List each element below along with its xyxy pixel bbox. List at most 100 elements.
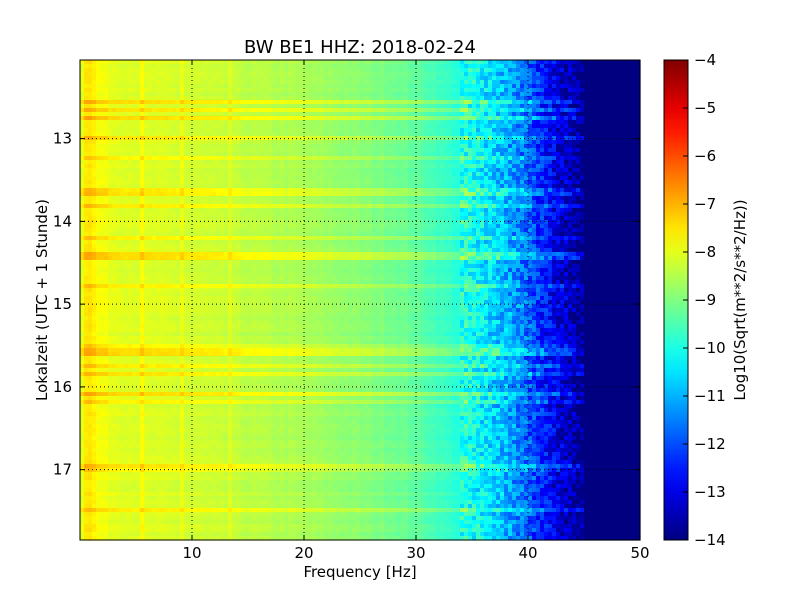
heatmap-cell — [436, 144, 441, 149]
heatmap-cell — [496, 108, 501, 113]
heatmap-cell — [556, 160, 561, 165]
heatmap-cell — [352, 140, 357, 145]
heatmap-cell — [228, 76, 233, 81]
heatmap-cell — [208, 176, 213, 181]
heatmap-cell — [572, 100, 577, 105]
heatmap-cell — [364, 192, 369, 197]
heatmap-cell — [408, 76, 413, 81]
heatmap-cell — [336, 84, 341, 89]
heatmap-cell — [364, 108, 369, 113]
heatmap-cell — [328, 96, 333, 101]
heatmap-cell — [148, 128, 153, 133]
heatmap-cell — [288, 192, 293, 197]
heatmap-cell — [316, 132, 321, 137]
heatmap-cell — [164, 184, 169, 189]
heatmap-cell — [120, 92, 125, 97]
heatmap-cell — [300, 148, 305, 153]
heatmap-cell — [372, 188, 377, 193]
heatmap-cell — [548, 104, 553, 109]
heatmap-cell — [624, 124, 629, 129]
heatmap-cell — [152, 68, 157, 73]
heatmap-cell — [264, 164, 269, 169]
heatmap-cell — [300, 124, 305, 129]
heatmap-cell — [388, 140, 393, 145]
heatmap-cell — [540, 160, 545, 165]
heatmap-cell — [528, 196, 533, 201]
heatmap-cell — [580, 196, 585, 201]
heatmap-cell — [384, 100, 389, 105]
heatmap-cell — [412, 84, 417, 89]
heatmap-cell — [332, 192, 337, 197]
heatmap-cell — [356, 164, 361, 169]
heatmap-cell — [612, 148, 617, 153]
heatmap-cell — [356, 68, 361, 73]
heatmap-cell — [572, 88, 577, 93]
heatmap-cell — [604, 116, 609, 121]
heatmap-cell — [484, 172, 489, 177]
heatmap-cell — [344, 168, 349, 173]
heatmap-cell — [336, 120, 341, 125]
heatmap-cell — [236, 200, 241, 205]
heatmap-cell — [500, 192, 505, 197]
heatmap-cell — [84, 80, 89, 85]
heatmap-cell — [268, 156, 273, 161]
heatmap-cell — [328, 116, 333, 121]
heatmap-cell — [124, 92, 129, 97]
heatmap-cell — [84, 128, 89, 133]
heatmap-cell — [148, 96, 153, 101]
heatmap-cell — [200, 72, 205, 77]
heatmap-cell — [596, 140, 601, 145]
heatmap-cell — [148, 188, 153, 193]
heatmap-cell — [492, 124, 497, 129]
heatmap-cell — [168, 184, 173, 189]
heatmap-cell — [432, 112, 437, 117]
heatmap-cell — [384, 176, 389, 181]
heatmap-cell — [88, 144, 93, 149]
heatmap-cell — [108, 116, 113, 121]
heatmap-cell — [232, 120, 237, 125]
heatmap-cell — [428, 108, 433, 113]
heatmap-cell — [444, 180, 449, 185]
heatmap-cell — [212, 136, 217, 141]
heatmap-cell — [304, 140, 309, 145]
heatmap-cell — [196, 156, 201, 161]
heatmap-cell — [616, 196, 621, 201]
heatmap-cell — [400, 104, 405, 109]
heatmap-cell — [524, 192, 529, 197]
heatmap-cell — [208, 196, 213, 201]
heatmap-cell — [496, 196, 501, 201]
heatmap-cell — [212, 68, 217, 73]
heatmap-cell — [384, 76, 389, 81]
heatmap-cell — [596, 88, 601, 93]
heatmap-cell — [608, 60, 613, 65]
heatmap-cell — [124, 200, 129, 205]
heatmap-cell — [364, 88, 369, 93]
heatmap-cell — [204, 196, 209, 201]
heatmap-cell — [192, 76, 197, 81]
heatmap-cell — [276, 144, 281, 149]
heatmap-cell — [508, 88, 513, 93]
heatmap-cell — [444, 116, 449, 121]
heatmap-cell — [632, 172, 637, 177]
heatmap-cell — [108, 124, 113, 129]
heatmap-cell — [212, 108, 217, 113]
heatmap-cell — [152, 116, 157, 121]
heatmap-cell — [172, 156, 177, 161]
heatmap-cell — [452, 84, 457, 89]
heatmap-cell — [516, 92, 521, 97]
heatmap-cell — [460, 136, 465, 141]
heatmap-cell — [396, 72, 401, 77]
heatmap-cell — [96, 116, 101, 121]
heatmap-cell — [232, 60, 237, 65]
heatmap-cell — [572, 76, 577, 81]
heatmap-cell — [556, 80, 561, 85]
heatmap-cell — [140, 96, 145, 101]
heatmap-cell — [400, 192, 405, 197]
heatmap-cell — [456, 136, 461, 141]
heatmap-cell — [232, 68, 237, 73]
heatmap-cell — [152, 92, 157, 97]
heatmap-cell — [200, 120, 205, 125]
heatmap-cell — [240, 116, 245, 121]
heatmap-cell — [468, 172, 473, 177]
heatmap-cell — [360, 72, 365, 77]
